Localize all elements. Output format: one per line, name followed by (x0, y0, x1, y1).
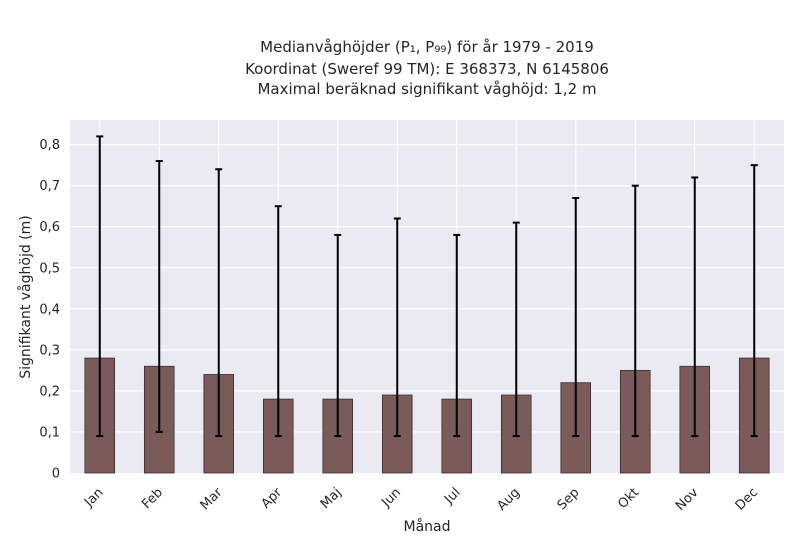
error-bar-feb (155, 160, 163, 433)
y-tick-label: 0,5 (39, 261, 60, 276)
x-axis-label: Månad (404, 518, 451, 535)
y-tick-label: 0,6 (39, 220, 60, 235)
y-axis-ticks: 0 0,1 0,2 0,3 0,4 0,5 0,6 0,7 0,8 (39, 138, 60, 481)
plot-area (70, 120, 784, 473)
error-bar-sep (572, 196, 580, 438)
y-tick-label: 0,1 (39, 425, 60, 440)
x-tick-label: Jun (378, 485, 404, 511)
y-axis-label: Signifikant våghöjd (m) (17, 215, 34, 378)
error-bar-dec (750, 164, 758, 438)
x-tick-label: Dec (733, 485, 761, 513)
error-bar-mar (215, 168, 223, 438)
x-tick-label: Mar (198, 485, 226, 513)
y-tick-label: 0 (52, 467, 60, 482)
error-bar-jul (453, 233, 461, 438)
x-tick-label: Maj (318, 485, 345, 512)
x-tick-label: Sep (555, 485, 583, 513)
error-bar-aug (512, 221, 520, 438)
x-tick-label: Jan (81, 485, 106, 510)
x-tick-label: Nov (673, 485, 702, 514)
title-line-2: Koordinat (Sweref 99 TM): E 368373, N 61… (245, 60, 609, 78)
error-bar-apr (274, 205, 282, 438)
error-bar-nov (691, 176, 699, 438)
title-line-3: Maximal beräknad signifikant våghöjd: 1,… (257, 80, 596, 98)
x-tick-label: Okt (615, 485, 642, 512)
x-axis-ticks: Jan Feb Mar Apr Maj Jun Jul Aug Sep Okt Nov Dec (81, 485, 761, 514)
y-tick-label: 0,3 (39, 343, 60, 358)
chart-title: Medianvåghöjder (P₁, P₉₉) för år 1979 - … (245, 38, 609, 98)
y-tick-label: 0,7 (39, 179, 60, 194)
error-bars (96, 135, 758, 438)
error-bar-okt (631, 184, 639, 438)
x-tick-label: Apr (259, 485, 286, 512)
y-tick-label: 0,8 (39, 138, 60, 153)
error-bar-jun (393, 217, 401, 438)
x-tick-label: Feb (139, 485, 166, 512)
title-line-1: Medianvåghöjder (P₁, P₉₉) för år 1979 - … (260, 38, 594, 56)
y-tick-label: 0,2 (39, 384, 60, 399)
x-tick-label: Aug (495, 485, 524, 514)
x-tick-label: Jul (441, 485, 463, 507)
error-bar-maj (334, 233, 342, 438)
y-tick-label: 0,4 (39, 302, 60, 317)
error-bar-jan (96, 135, 104, 438)
